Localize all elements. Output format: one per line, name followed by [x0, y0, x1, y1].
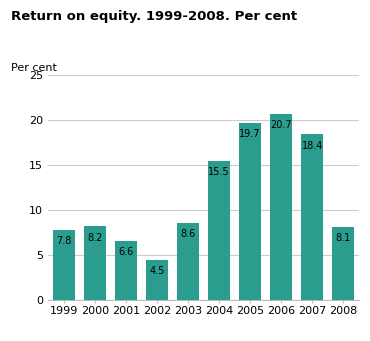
Bar [146, 260, 168, 300]
Bar [84, 226, 105, 300]
Bar [239, 123, 261, 300]
Text: 6.6: 6.6 [118, 247, 134, 257]
Text: Return on equity. 1999-2008. Per cent: Return on equity. 1999-2008. Per cent [11, 10, 297, 23]
Text: 20.7: 20.7 [270, 120, 292, 130]
Text: 15.5: 15.5 [208, 167, 230, 177]
Bar [115, 241, 137, 300]
Text: 7.8: 7.8 [56, 236, 71, 246]
Bar [270, 114, 292, 300]
Text: Per cent: Per cent [11, 63, 57, 73]
Bar [333, 227, 354, 300]
Text: 18.4: 18.4 [302, 141, 323, 151]
Bar [177, 223, 199, 300]
Bar [208, 161, 230, 300]
Text: 4.5: 4.5 [149, 266, 165, 276]
Bar [302, 134, 323, 300]
Text: 8.1: 8.1 [336, 234, 351, 243]
Text: 8.2: 8.2 [87, 233, 102, 242]
Text: 19.7: 19.7 [239, 129, 261, 139]
Bar [53, 230, 74, 300]
Text: 8.6: 8.6 [180, 229, 196, 239]
